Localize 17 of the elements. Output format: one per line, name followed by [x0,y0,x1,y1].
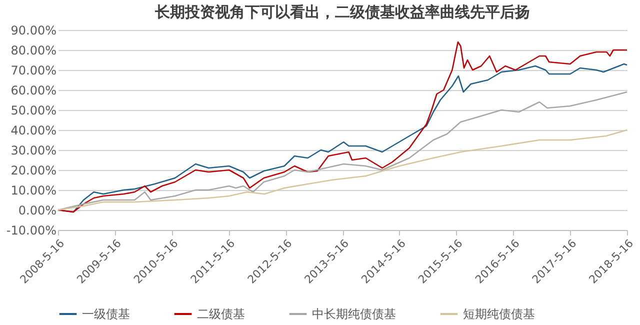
y-tick-label: 50.00% [10,104,56,118]
legend-label: 中长期纯债债基 [312,307,396,321]
y-tick-label: 80.00% [10,44,56,58]
y-tick-label: 30.00% [10,144,56,158]
y-tick-label: 10.00% [10,184,56,198]
y-tick-label: 40.00% [10,124,56,138]
legend-label: 短期纯债债基 [463,307,535,321]
legend-label: 二级债基 [197,307,245,321]
y-tick-label: 20.00% [10,164,56,178]
y-tick-label: 0.00% [18,204,56,218]
y-tick-label: 70.00% [10,64,56,78]
y-tick-label: 60.00% [10,84,56,98]
line-series [57,129,628,211]
y-tick-label: 90.00% [10,24,56,38]
legend-label: 一级债基 [82,307,130,321]
chart-title: 长期投资视角下可以看出，二级债基收益率曲线先平后扬 [154,3,530,21]
y-tick-label: -10.00% [6,224,56,238]
